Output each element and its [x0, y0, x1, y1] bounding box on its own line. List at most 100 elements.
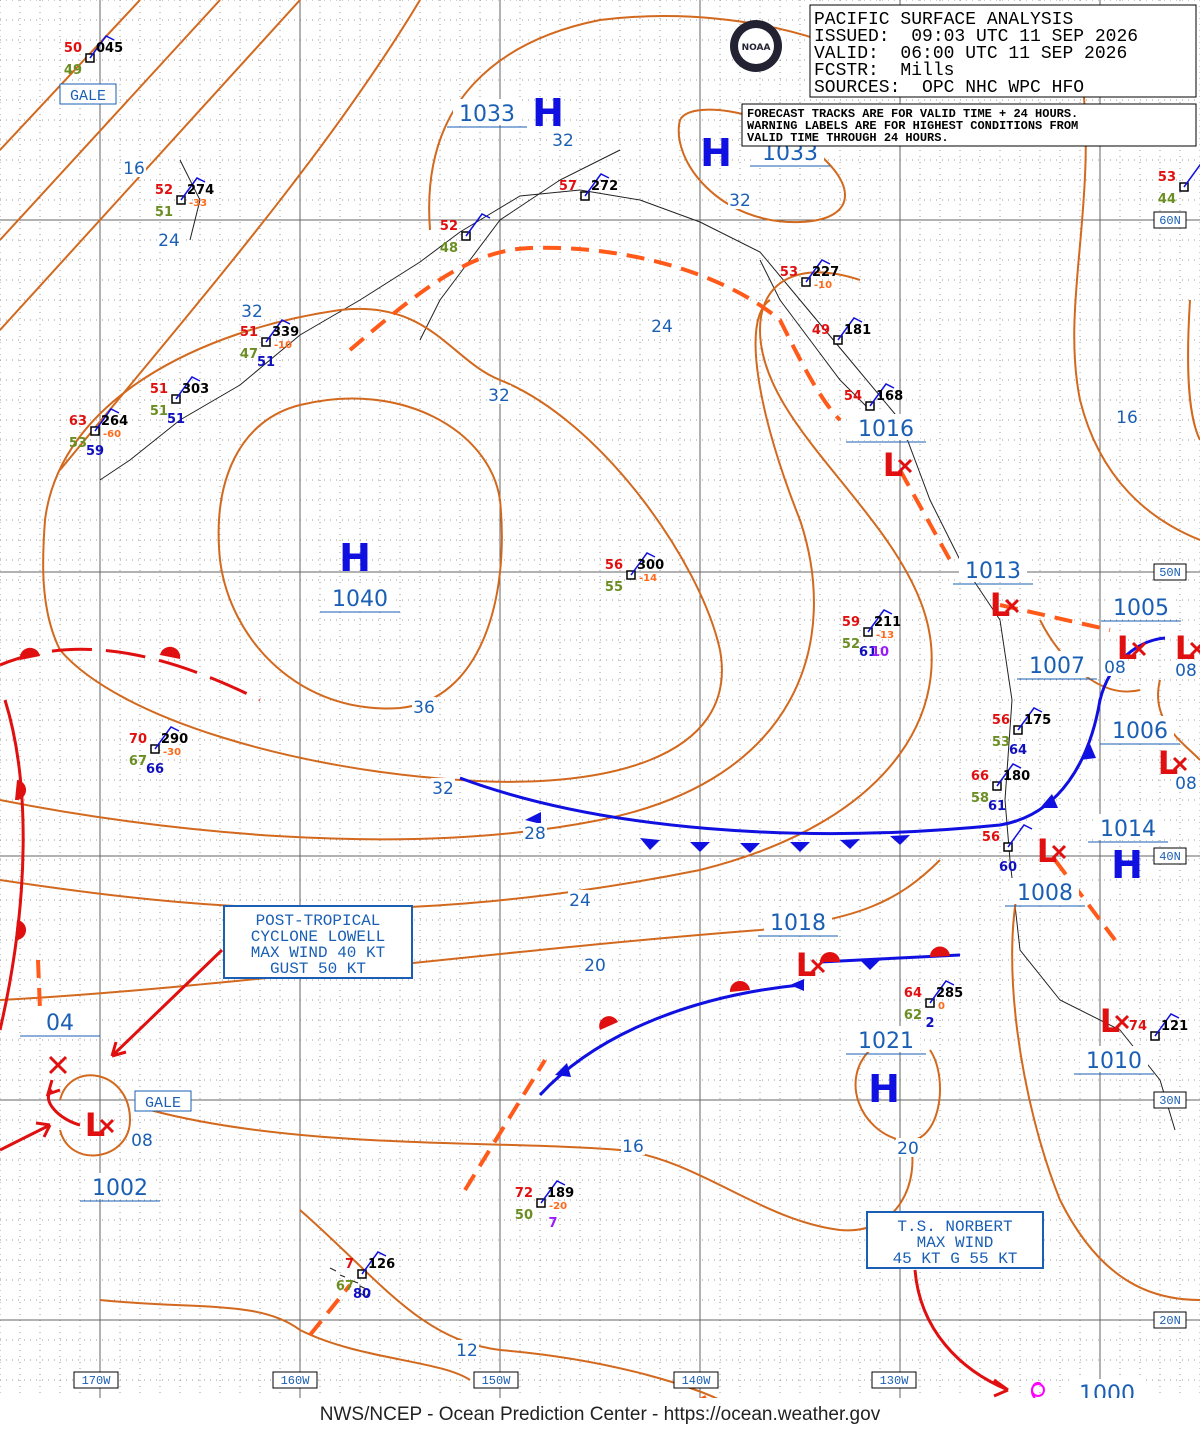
- isobar-label: 24: [158, 231, 180, 251]
- isobar-label-bg: [1174, 773, 1198, 792]
- isobar-label: 20: [897, 1139, 919, 1159]
- latitude-label: 50N: [1159, 566, 1181, 580]
- station-pressure: 180: [1003, 769, 1030, 784]
- wind-barb: [175, 376, 201, 400]
- station-pressure: 227: [812, 265, 839, 280]
- wind-barb: [837, 317, 863, 341]
- station-tendency: 0: [938, 1001, 945, 1012]
- isobar-label-bg: [487, 385, 511, 404]
- wind-barb: [1017, 707, 1043, 731]
- station-tendency: -20: [549, 1201, 567, 1212]
- wind-barb: [929, 980, 955, 1004]
- isobar-label-bg: [240, 301, 264, 320]
- isobar-label: 28: [524, 824, 546, 844]
- station-dewpoint: 58: [971, 791, 989, 806]
- station-temp: 52: [155, 183, 173, 198]
- low-center: L: [796, 946, 816, 984]
- wind-barb: [265, 319, 291, 343]
- high-center: H: [339, 536, 371, 580]
- header-box: [809, 4, 1197, 98]
- station-temp: 54: [844, 389, 862, 404]
- low-x: [1114, 1014, 1130, 1030]
- station-tendency: -13: [876, 630, 894, 641]
- pressure-label: 1033: [459, 102, 515, 127]
- pressure-label: 1040: [332, 587, 388, 612]
- pressure-label-bg: [959, 556, 1027, 582]
- isobar-label-bg: [431, 778, 455, 797]
- isobar: [42, 307, 723, 783]
- isobar-label: 08: [1175, 774, 1197, 794]
- coastlines: [99, 149, 1176, 1298]
- isobar-label-bg: [650, 316, 674, 335]
- trough: [36, 245, 1117, 1407]
- low-x: [1172, 756, 1188, 772]
- station-temp: 64: [904, 986, 922, 1001]
- isobar-label: 20: [584, 956, 606, 976]
- pressure-label-bg: [326, 584, 394, 610]
- station-temp: 7: [345, 1257, 354, 1272]
- isobar-label: 32: [729, 191, 751, 211]
- gale-label: GALE: [70, 88, 106, 105]
- isobar-label: 32: [241, 302, 263, 322]
- station-temp: 59: [842, 615, 860, 630]
- isobar-label-bg: [583, 955, 607, 974]
- longitude-label-box: [473, 1371, 519, 1389]
- track-arrow: [0, 1079, 81, 1152]
- longitude-label: 140W: [682, 1374, 712, 1388]
- header-forecaster: FCSTR: Mills: [814, 61, 954, 81]
- wind-barb: [154, 726, 180, 750]
- station-sea: 2: [925, 1016, 934, 1031]
- wind-barb: [869, 383, 895, 407]
- station-pressure: 126: [368, 1257, 395, 1272]
- x-marker: [48, 1055, 68, 1075]
- station-sea: 51: [257, 355, 275, 370]
- longitude-label-box: [272, 1371, 318, 1389]
- pressure-label: 1013: [965, 559, 1021, 584]
- low-x: [897, 458, 913, 474]
- isobar-label: 08: [131, 1131, 153, 1151]
- gale-label: GALE: [145, 1095, 181, 1112]
- station-pressure: 264: [101, 414, 128, 429]
- station-dewpoint: 52: [842, 637, 860, 652]
- pressure-label-bg: [453, 99, 521, 125]
- pressure-label: 1007: [1029, 654, 1085, 679]
- station-temp: 53: [1158, 170, 1176, 185]
- header-title: PACIFIC SURFACE ANALYSIS: [814, 10, 1073, 30]
- isobar-label: 08: [1175, 661, 1197, 681]
- pressure-label-bg: [1080, 1046, 1148, 1072]
- isobar-label: 32: [488, 386, 510, 406]
- storm-box-line: MAX WIND 40 KT: [251, 944, 385, 962]
- latitude-label-box: [1153, 1311, 1187, 1329]
- station-dewpoint: 44: [1158, 192, 1176, 207]
- note-line: VALID TIME THROUGH 24 HOURS.: [747, 131, 949, 145]
- station-pressure: 181: [844, 323, 871, 338]
- station-dewpoint: 55: [605, 580, 623, 595]
- station-sea: 66: [146, 762, 164, 777]
- wind-barb: [540, 1180, 566, 1204]
- pressure-label: 1008: [1017, 881, 1073, 906]
- isobar-label: 24: [651, 317, 673, 337]
- station-temp: 57: [559, 179, 577, 194]
- wind-barb: [89, 35, 115, 59]
- note-box: [741, 103, 1197, 147]
- station-temp: 51: [240, 325, 258, 340]
- pressure-label-bg: [1011, 878, 1079, 904]
- isobar-label: 12: [456, 1341, 478, 1361]
- isobar: [0, 0, 421, 471]
- station-temp: 49: [812, 323, 830, 338]
- low-center: L: [85, 1106, 105, 1144]
- isobar: [0, 299, 815, 841]
- station-pressure: 045: [96, 41, 123, 56]
- station-temp: 50: [64, 41, 82, 56]
- wind-barb: [996, 763, 1022, 787]
- station-sea: 61: [988, 799, 1006, 814]
- gale-label-box: [59, 83, 117, 105]
- low-x: [1131, 641, 1147, 657]
- pressure-label: 1014: [1100, 817, 1156, 842]
- note-line: FORECAST TRACKS ARE FOR VALID TIME + 24 …: [747, 107, 1078, 121]
- isobar-label-bg: [568, 890, 592, 909]
- station-pressure: 211: [874, 615, 901, 630]
- storm-box-line: CYCLONE LOWELL: [251, 928, 385, 946]
- isobar: [59, 1074, 132, 1157]
- wind-barb: [1007, 824, 1033, 848]
